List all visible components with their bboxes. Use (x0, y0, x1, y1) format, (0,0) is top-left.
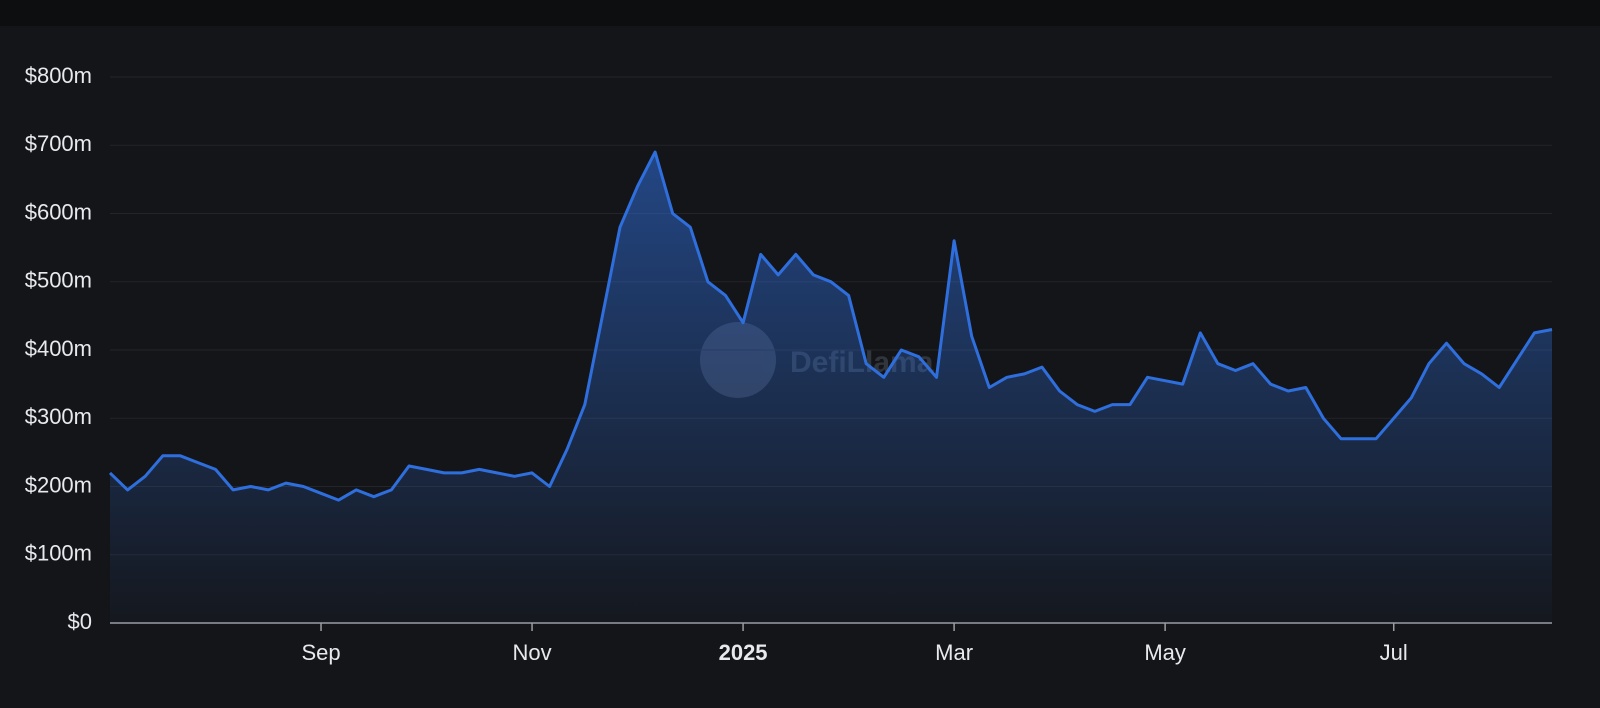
y-tick-label: $0 (68, 609, 92, 634)
x-tick-label: Jul (1380, 640, 1408, 665)
y-tick-label: $200m (25, 472, 92, 497)
area-fill (110, 152, 1552, 623)
y-tick-label: $400m (25, 336, 92, 361)
y-tick-label: $800m (25, 63, 92, 88)
y-tick-label: $300m (25, 404, 92, 429)
x-tick-label: May (1144, 640, 1186, 665)
x-tick-label: Nov (512, 640, 551, 665)
x-tick-label: Mar (935, 640, 973, 665)
x-tick-label: 2025 (719, 640, 768, 665)
x-tick-label: Sep (301, 640, 340, 665)
top-bar (0, 0, 1600, 26)
y-tick-label: $600m (25, 199, 92, 224)
line (108, 150, 1553, 502)
y-tick-label: $500m (25, 268, 92, 293)
y-tick-label: $700m (25, 131, 92, 156)
y-tick-label: $100m (25, 541, 92, 566)
